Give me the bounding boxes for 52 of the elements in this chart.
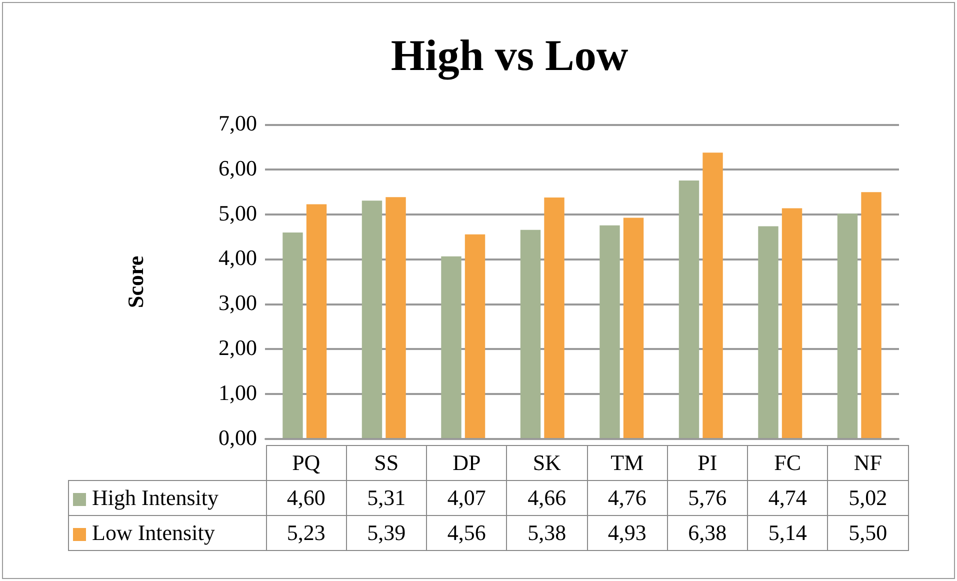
y-tick-label: 5,00: [218, 200, 257, 226]
bar: [837, 214, 858, 438]
data-label: 4,93: [587, 516, 668, 550]
y-tick-label: 1,00: [218, 380, 257, 405]
bar: [678, 180, 700, 438]
bar: [544, 198, 564, 438]
bar: [464, 234, 486, 438]
data-label: 5,50: [828, 516, 908, 550]
y-tick-label: 0,00: [218, 424, 257, 450]
bar: [441, 256, 462, 438]
x-tick-label: PI: [667, 446, 748, 480]
data-label: 4,07: [426, 480, 507, 516]
legend-label: Low Intensity: [92, 520, 215, 545]
chart-title: High vs Low: [390, 30, 628, 80]
y-axis-title: Score: [122, 256, 148, 308]
data-label: 5,14: [748, 516, 828, 550]
bar: [520, 230, 541, 438]
legend-label: High Intensity: [92, 485, 218, 510]
y-tick-label: 3,00: [218, 290, 257, 316]
data-label: 5,38: [506, 516, 587, 550]
bar: [282, 232, 303, 438]
x-tick-label: PQ: [266, 446, 346, 480]
bar: [306, 204, 327, 438]
x-tick-label: NF: [828, 446, 908, 480]
data-label: 5,76: [667, 480, 748, 516]
data-label: 4,76: [587, 480, 668, 516]
data-label: 5,31: [346, 480, 426, 516]
data-label: 4,74: [748, 480, 828, 516]
y-tick-label: 2,00: [218, 335, 257, 360]
bar: [702, 152, 723, 438]
y-tick-label: 4,00: [218, 245, 257, 270]
x-tick-label: SS: [346, 446, 426, 480]
data-label: 4,56: [426, 516, 507, 550]
x-tick-label: FC: [748, 446, 828, 480]
data-label: 6,38: [667, 516, 748, 550]
x-tick-label: DP: [426, 446, 507, 480]
x-tick-label: SK: [506, 446, 587, 480]
y-tick-label: 7,00: [218, 110, 257, 136]
data-label: 5,39: [346, 516, 426, 550]
bar: [758, 226, 778, 438]
data-label: 4,60: [266, 480, 346, 516]
data-label: 4,66: [506, 480, 587, 516]
data-label: 5,02: [828, 480, 908, 516]
y-tick-label: 6,00: [218, 155, 257, 180]
bar: [600, 225, 620, 438]
bar: [782, 208, 802, 438]
bar: [386, 197, 406, 438]
data-label: 5,23: [266, 516, 346, 550]
x-tick-label: TM: [587, 446, 668, 480]
bar: [623, 218, 644, 438]
bar: [362, 200, 382, 438]
bar: [861, 192, 882, 438]
